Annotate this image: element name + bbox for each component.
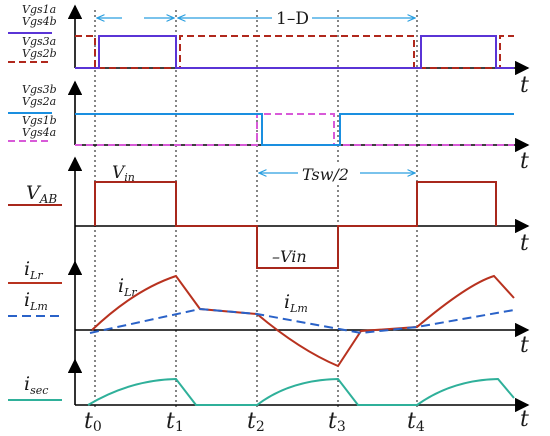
ilr-curve-main: i (118, 275, 124, 297)
vgs1b-vgs4a-waveform (75, 113, 514, 146)
tick-t4: t4 (407, 409, 425, 435)
label-vgs2a: Vgs2a (22, 95, 56, 108)
label-vgs4b: Vgs4b (22, 15, 57, 28)
t1-main: t (166, 409, 175, 434)
label-vgs2b: Vgs2b (22, 47, 57, 60)
panel-5-t-axis-label: t (520, 407, 529, 432)
label-vgs3b: Vgs3b (22, 83, 57, 96)
t3-sub: 3 (337, 419, 346, 435)
tick-t2: t2 (247, 409, 265, 435)
time-tick-labels: t0 t1 t2 t3 t4 (84, 409, 425, 435)
vab-sub: AB (39, 192, 58, 206)
t0-sub: 0 (93, 419, 102, 435)
label-ilm: iLm (24, 289, 48, 313)
panel-1-gate-signals: Vgs1a Vgs4b Vgs3a Vgs2b t 1–D (8, 3, 530, 98)
panel-4-t-axis-label: t (520, 333, 529, 358)
panel-2-t-axis-label: t (520, 149, 529, 174)
label-vgs1a: Vgs1a (22, 3, 56, 16)
isec-waveform (87, 377, 515, 406)
vab-main: V (26, 182, 42, 204)
tick-t1: t1 (166, 409, 184, 435)
panel-1-t-axis-label: t (520, 73, 529, 98)
curve-label-ilm: iLm (284, 291, 308, 315)
vin-sub: in (124, 171, 135, 184)
ilm-main: i (24, 289, 30, 311)
vgs3a-vgs2b-waveform (75, 35, 514, 69)
ilr-main: i (24, 258, 30, 280)
panel-3-vab: VAB Vin –Vin Tsw/2 t (8, 156, 530, 275)
one-minus-d-label-bg (272, 8, 312, 28)
vgs1a-vgs4b-waveform (75, 35, 514, 69)
ilm-curve-main: i (284, 291, 290, 313)
ilr-curve-sub: Lr (123, 286, 137, 299)
vab-waveform (94, 181, 497, 269)
panel-5-isec: isec t (8, 358, 530, 432)
vgs3b-vgs2a-waveform (75, 113, 514, 146)
tick-t3: t3 (328, 409, 346, 435)
t4-main: t (407, 409, 416, 434)
vin-main: V (112, 163, 126, 183)
label-vgs3a: Vgs3a (22, 35, 56, 48)
one-minus-duty-label: 1–D (276, 9, 309, 29)
panel-4-currents: iLr iLm iLr iLm t (8, 258, 530, 368)
t2-main: t (247, 409, 256, 434)
label-ilr: iLr (24, 258, 43, 282)
t1-sub: 1 (175, 419, 184, 435)
label-neg-vin: –Vin (272, 247, 307, 266)
panel-2-gate-signals: Vgs3b Vgs2a Vgs1b Vgs4a t (8, 80, 530, 174)
label-vgs4a: Vgs4a (22, 126, 56, 139)
panel-3-t-axis-label: t (520, 231, 529, 256)
tsw-half-label-bg (298, 162, 360, 184)
ilm-sub: Lm (29, 300, 48, 313)
label-vgs1b: Vgs1b (22, 114, 57, 127)
isec-sub: sec (30, 384, 48, 397)
t0-main: t (84, 409, 93, 434)
ilm-curve-sub: Lm (289, 302, 308, 315)
isec-main: i (24, 373, 30, 395)
t4-sub: 4 (416, 419, 425, 435)
ilr-sub: Lr (29, 269, 43, 282)
d-label-bg (122, 8, 144, 28)
label-isec: isec (24, 373, 48, 397)
label-vab: VAB (26, 182, 57, 206)
tsw-half-label: Tsw/2 (302, 165, 349, 184)
curve-label-ilr: iLr (118, 275, 137, 299)
t2-sub: 2 (256, 419, 265, 435)
label-vin: Vin (112, 163, 135, 184)
ilr-waveform (91, 274, 515, 368)
tick-t0: t0 (84, 409, 102, 435)
t3-main: t (328, 409, 337, 434)
